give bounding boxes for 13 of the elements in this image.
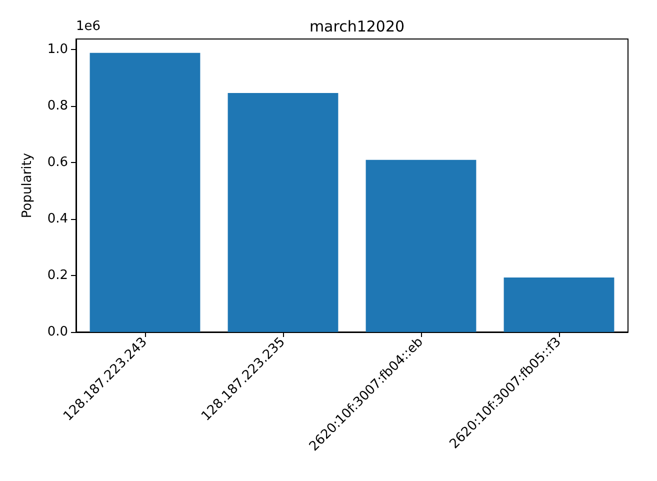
chart-title: march12020 — [309, 18, 405, 36]
y-axis-title: Popularity — [20, 152, 35, 218]
bar — [366, 160, 476, 332]
y-tick-label: 1.0 — [47, 42, 68, 57]
bar — [504, 277, 614, 332]
y-tick-label: 0.0 — [47, 324, 68, 340]
y-tick-label: 0.4 — [47, 211, 68, 226]
bar — [228, 92, 338, 332]
bar — [90, 52, 200, 332]
text: 1e6 — [76, 19, 101, 34]
y-tick-label: 0.8 — [47, 98, 68, 114]
y-tick-label: 0.2 — [47, 268, 68, 283]
y-tick-label: 0.6 — [47, 154, 68, 170]
